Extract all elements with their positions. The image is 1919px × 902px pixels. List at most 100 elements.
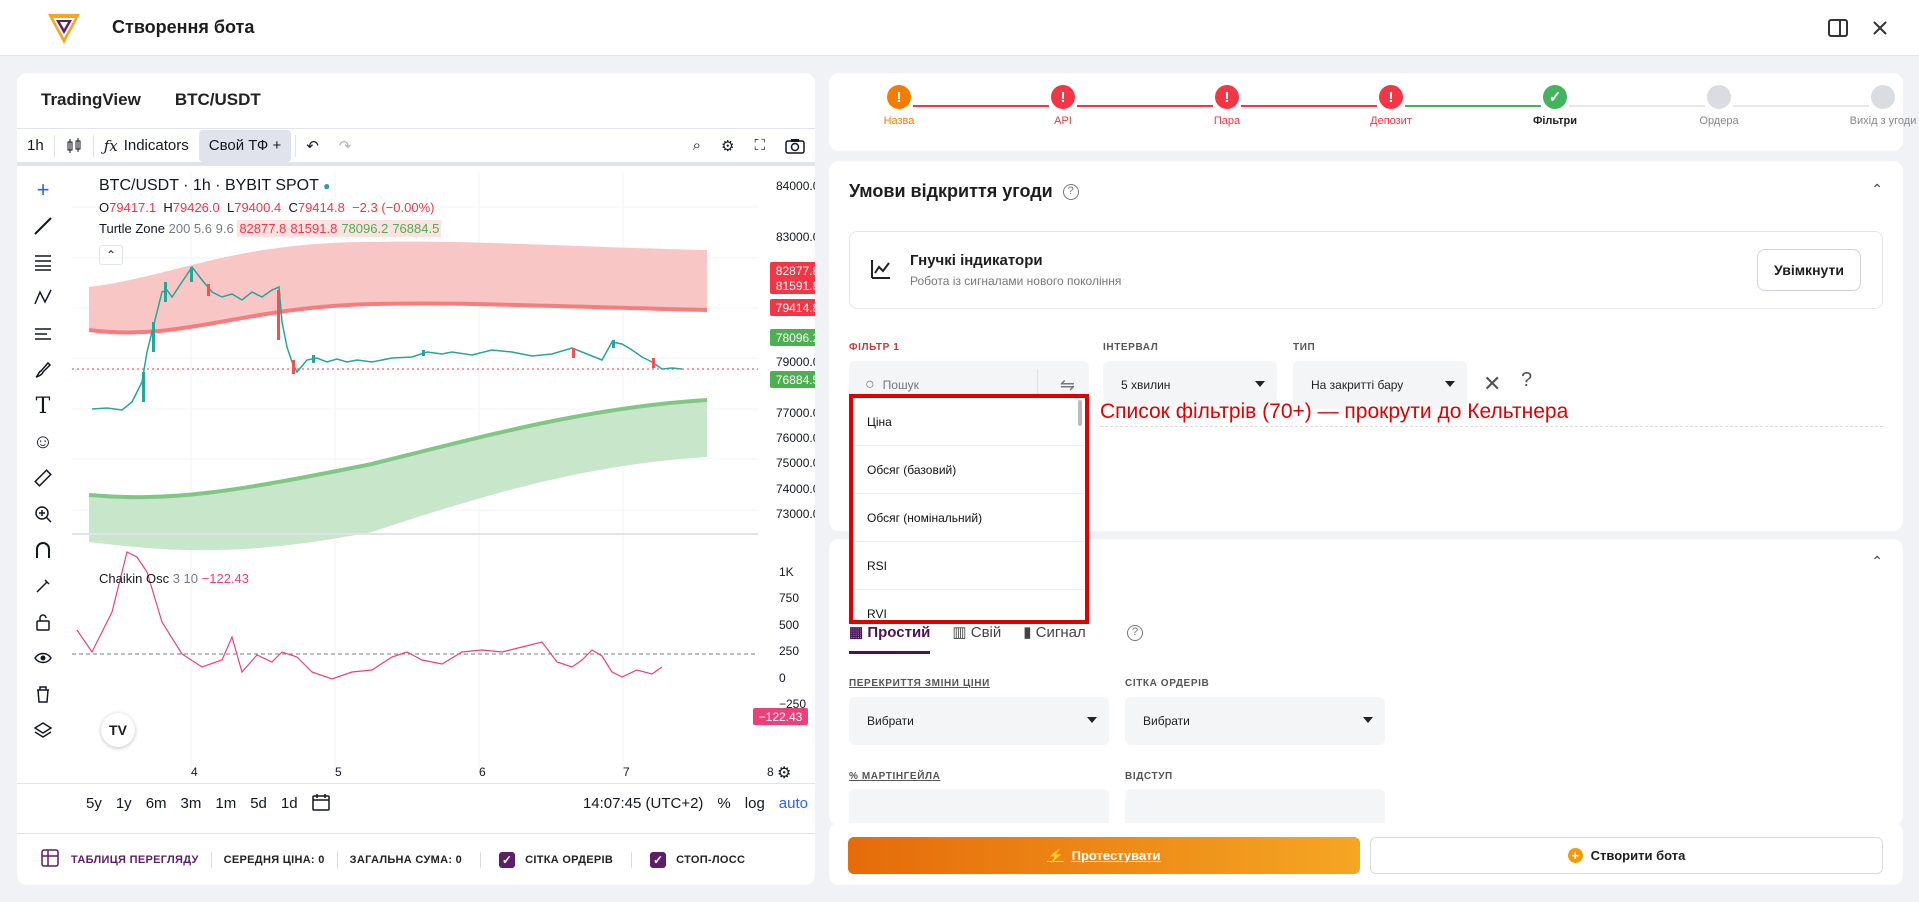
brush-icon[interactable] xyxy=(28,352,58,388)
price-label: 81591.8 xyxy=(770,277,815,294)
interval-button[interactable]: 1h xyxy=(27,137,44,154)
price-tick: 75000.0 xyxy=(776,456,815,470)
eye-icon[interactable] xyxy=(28,640,58,676)
step-5[interactable]: ✓ Фільтри xyxy=(1495,85,1615,127)
grid-select[interactable]: Вибрати xyxy=(1125,697,1385,745)
step-label: Фільтри xyxy=(1532,115,1578,127)
zoom-in-icon[interactable] xyxy=(28,496,58,532)
collapse-chevron-icon[interactable]: ⌃ xyxy=(1871,553,1883,569)
panel-toggle-icon[interactable] xyxy=(1824,14,1852,42)
time-tick: 5 xyxy=(335,765,342,779)
fib-icon[interactable] xyxy=(28,244,58,280)
step-3[interactable]: ! Пара xyxy=(1167,85,1287,127)
range-button[interactable]: 5d xyxy=(250,795,267,812)
trash-icon[interactable] xyxy=(28,676,58,712)
text-icon[interactable]: T xyxy=(35,393,51,419)
enable-button[interactable]: Увімкнути xyxy=(1757,249,1861,291)
table-view-button[interactable]: ТАБЛИЦЯ ПЕРЕГЛЯДУ xyxy=(71,853,199,866)
lock-drawing-icon[interactable] xyxy=(28,568,58,604)
range-button[interactable]: 3m xyxy=(180,795,202,812)
range-button[interactable]: 5y xyxy=(86,795,102,812)
tab-label: Сигнал xyxy=(1035,624,1086,641)
scale-option[interactable]: auto xyxy=(778,795,808,812)
stop-loss-checkbox[interactable]: ✓ xyxy=(650,851,667,868)
filter-dropdown: Ціна Обсяг (базовий) Обсяг (номінальний) RS… xyxy=(849,394,1089,624)
collapse-legend-button[interactable]: ⌃ xyxy=(99,245,123,265)
ruler-icon[interactable] xyxy=(28,460,58,496)
forecast-icon[interactable] xyxy=(28,316,58,352)
martingale-select[interactable] xyxy=(849,789,1109,825)
range-bar: 5y 1y 6m 3m 1m 5d 1d 14:07:45 (UTC+2) % log auto xyxy=(17,783,815,823)
remove-filter-icon[interactable]: ✕ xyxy=(1483,371,1502,396)
indicators-button[interactable]: ƒx Indicators xyxy=(94,129,199,163)
clock-label: 14:07:45 (UTC+2) xyxy=(582,795,704,812)
interval-label: ІНТЕРВАЛ xyxy=(1103,342,1159,353)
layers-icon[interactable] xyxy=(28,712,58,748)
mode-help-icon[interactable]: ? xyxy=(1127,625,1143,641)
create-bot-button[interactable]: + Створити бота xyxy=(1370,837,1883,874)
price-label: 78096.2 xyxy=(770,329,815,346)
interval-select[interactable]: 5 хвилин xyxy=(1103,361,1277,409)
price-tick: 83000.0 xyxy=(776,230,815,244)
filter-option[interactable]: Обсяг (базовий) xyxy=(853,446,1085,494)
pattern-icon[interactable] xyxy=(28,280,58,316)
tab-1[interactable]: ▦ Простий xyxy=(849,623,931,654)
step-6[interactable]: Ордера xyxy=(1659,85,1779,127)
filter-option[interactable]: RVI xyxy=(853,590,1085,621)
osc-tick: 250 xyxy=(779,644,800,658)
test-button[interactable]: ⚡ Протестувати xyxy=(848,837,1360,874)
step-1[interactable]: ! Назва xyxy=(839,85,959,127)
emoji-icon[interactable]: ☺ xyxy=(32,430,54,453)
dropdown-scrollbar[interactable] xyxy=(1078,400,1082,426)
candle-type-icon[interactable] xyxy=(55,129,93,163)
redo-icon[interactable]: ↷ xyxy=(338,137,352,155)
fullscreen-icon[interactable]: ⛶ xyxy=(754,137,765,154)
calendar-icon[interactable] xyxy=(305,793,337,815)
step-7[interactable]: Вихід з угоди xyxy=(1823,85,1919,127)
scale-option[interactable]: log xyxy=(744,795,765,812)
unlock-icon[interactable] xyxy=(28,604,58,640)
camera-icon[interactable] xyxy=(775,129,815,163)
indent-select[interactable] xyxy=(1125,789,1385,825)
filter-option[interactable]: RSI xyxy=(853,542,1085,590)
search-input[interactable] xyxy=(882,378,1023,392)
swap-icon[interactable]: ⇋ xyxy=(1059,374,1075,395)
settings-gear-icon[interactable]: ⚙ xyxy=(721,137,735,155)
step-label: Назва xyxy=(883,115,915,127)
tab-3[interactable]: ▮ Сигнал xyxy=(1023,623,1085,654)
plus-circle-icon: + xyxy=(1567,848,1583,863)
type-select[interactable]: На закритті бару xyxy=(1293,361,1467,409)
step-status-icon xyxy=(1871,85,1895,109)
grid-orders-checkbox[interactable]: ✓ xyxy=(499,851,516,868)
total-sum-label: ЗАГАЛЬНА СУМА: 0 xyxy=(349,853,463,866)
filter-option[interactable]: Обсяг (номінальний) xyxy=(853,494,1085,542)
price-overlap-value: Вибрати xyxy=(867,714,914,728)
collapse-chevron-icon[interactable]: ⌃ xyxy=(1871,181,1883,197)
filter-help-icon[interactable]: ? xyxy=(1521,369,1533,391)
range-button[interactable]: 1m xyxy=(215,795,237,812)
range-button[interactable]: 1d xyxy=(280,795,298,812)
help-icon[interactable]: ? xyxy=(1062,183,1079,200)
trend-line-icon[interactable] xyxy=(28,208,58,244)
step-label: Пара xyxy=(1213,115,1241,127)
step-4[interactable]: ! Депозит xyxy=(1331,85,1451,127)
time-tick: 4 xyxy=(191,765,198,779)
tab-label: Свій xyxy=(970,624,1002,641)
custom-tf-button[interactable]: Свой ТФ + xyxy=(198,129,292,162)
step-2[interactable]: ! API xyxy=(1003,85,1123,127)
scale-option[interactable]: % xyxy=(717,795,731,812)
crosshair-icon[interactable]: + xyxy=(36,177,50,202)
range-button[interactable]: 6m xyxy=(145,795,167,812)
magnet-icon[interactable] xyxy=(28,532,58,568)
tab-2[interactable]: ▥ Свій xyxy=(952,623,1001,654)
quick-search-icon[interactable]: ⌕ xyxy=(692,137,702,154)
axis-settings-icon[interactable]: ⚙ xyxy=(777,765,792,782)
price-overlap-select[interactable]: Вибрати xyxy=(849,697,1109,745)
undo-icon[interactable]: ↶ xyxy=(306,137,319,155)
filter-option[interactable]: Ціна xyxy=(853,398,1085,446)
price-chart[interactable] xyxy=(72,172,758,784)
close-icon[interactable] xyxy=(1866,14,1894,42)
type-value: На закритті бару xyxy=(1311,378,1404,392)
range-button[interactable]: 1y xyxy=(115,795,132,812)
drawing-toolbar: + T ☺ xyxy=(17,172,69,792)
